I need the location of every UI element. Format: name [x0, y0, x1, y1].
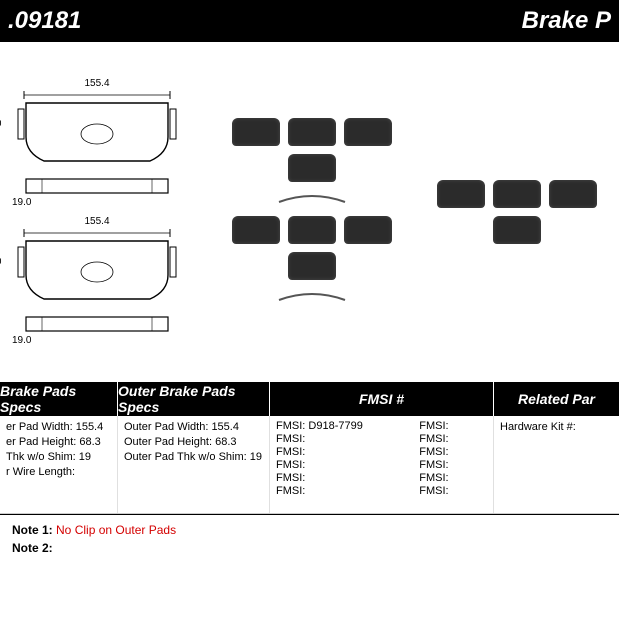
bottom-side-view-icon	[12, 311, 182, 341]
fmsi-label: FMSI:	[276, 485, 305, 497]
inner-thk-value: 19	[79, 451, 91, 463]
bot-width-dim: 155.4	[12, 216, 182, 227]
inner-specs-cell: er Pad Width: 155.4 er Pad Height: 68.3 …	[0, 416, 118, 513]
top-width-dim: 155.4	[12, 78, 182, 89]
outer-specs-cell: Outer Pad Width: 155.4 Outer Pad Height:…	[118, 416, 270, 513]
top-bar: .09181 Brake P	[0, 0, 619, 42]
fmsi-label: FMSI:	[419, 472, 448, 484]
pad-outline-top-icon	[12, 89, 182, 169]
top-thk-dim: 19.0	[12, 197, 31, 208]
fmsi-label: FMSI:	[276, 472, 305, 484]
inner-height-value: 68.3	[79, 436, 100, 448]
spec-data-row: er Pad Width: 155.4 er Pad Height: 68.3 …	[0, 416, 619, 514]
pad-photo-icon	[288, 118, 336, 146]
header-inner-specs: Brake Pads Specs	[0, 382, 118, 416]
pad-outline-bottom-icon	[12, 227, 182, 307]
bot-height-dim: 69.0	[0, 256, 1, 267]
pad-photo-icon	[288, 216, 336, 244]
fmsi-label: FMSI:	[419, 433, 448, 445]
top-pad-drawing: 155.4 69.0	[12, 78, 182, 169]
clip-icon	[277, 290, 347, 304]
photo-pad-set-top	[217, 114, 406, 186]
pad-photo-icon	[493, 216, 541, 244]
note-1-text: No Clip on Outer Pads	[56, 523, 176, 537]
note-1-row: Note 1: No Clip on Outer Pads	[12, 523, 607, 537]
inner-height-label: er Pad Height:	[6, 436, 76, 448]
pad-photo-icon	[493, 180, 541, 208]
clip-icon	[277, 192, 347, 206]
bot-thk-dim: 19.0	[12, 335, 31, 346]
inner-width-label: er Pad Width:	[6, 421, 73, 433]
note-2-label: Note 2:	[12, 541, 53, 555]
notes-section: Note 1: No Clip on Outer Pads Note 2:	[0, 514, 619, 559]
pad-photo-icon	[437, 180, 485, 208]
pad-photo-icon	[344, 118, 392, 146]
related-cell: Hardware Kit #:	[494, 416, 619, 513]
fmsi-label: FMSI:	[276, 433, 305, 445]
outer-height-value: 68.3	[215, 436, 236, 448]
fmsi-label: FMSI:	[419, 420, 448, 432]
note-1-label: Note 1:	[12, 523, 53, 537]
pad-photo-icon	[288, 252, 336, 280]
bottom-pad-drawing: 155.4 69.0	[12, 216, 182, 307]
fmsi-label: FMSI:	[276, 420, 305, 432]
note-2-row: Note 2:	[12, 541, 607, 555]
top-height-dim: 69.0	[0, 118, 1, 129]
fmsi-grid: FMSI: D918-7799 FMSI: FMSI: FMSI: FMSI: …	[276, 420, 487, 497]
pad-photo-icon	[232, 118, 280, 146]
pad-photo-icon	[232, 216, 280, 244]
photo-pad-set	[422, 176, 611, 248]
fmsi-cell: FMSI: D918-7799 FMSI: FMSI: FMSI: FMSI: …	[270, 416, 494, 513]
header-fmsi: FMSI #	[270, 382, 494, 416]
product-photo-center	[209, 42, 414, 382]
header-related: Related Par	[494, 382, 619, 416]
outer-width-value: 155.4	[211, 421, 239, 433]
outer-width-label: Outer Pad Width:	[124, 421, 208, 433]
fmsi-label: FMSI:	[419, 446, 448, 458]
fmsi-label: FMSI:	[419, 459, 448, 471]
spec-header-row: Brake Pads Specs Outer Brake Pads Specs …	[0, 382, 619, 416]
fmsi-label: FMSI:	[276, 459, 305, 471]
fmsi-value-1: D918-7799	[308, 420, 362, 432]
pad-photo-icon	[344, 216, 392, 244]
fmsi-label: FMSI:	[276, 446, 305, 458]
inner-thk-label: Thk w/o Shim:	[6, 451, 76, 463]
header-outer-specs: Outer Brake Pads Specs	[118, 382, 270, 416]
part-number-partial: .09181	[8, 7, 81, 35]
fmsi-label: FMSI:	[419, 485, 448, 497]
photo-pad-set-bottom	[217, 212, 406, 284]
page-title-partial: Brake P	[522, 7, 611, 35]
outer-height-label: Outer Pad Height:	[124, 436, 212, 448]
outer-thk-label: Outer Pad Thk w/o Shim:	[124, 451, 247, 463]
pad-photo-icon	[288, 154, 336, 182]
outer-thk-value: 19	[250, 451, 262, 463]
technical-drawings: 155.4 69.0 19.0 155.4	[0, 42, 209, 382]
top-side-view-icon	[12, 173, 182, 203]
inner-wire-label: r Wire Length:	[6, 466, 75, 478]
inner-width-value: 155.4	[76, 421, 104, 433]
diagram-area: 155.4 69.0 19.0 155.4	[0, 42, 619, 382]
pad-photo-icon	[549, 180, 597, 208]
product-photo-right	[414, 42, 619, 382]
hardware-kit-label: Hardware Kit #:	[500, 421, 576, 433]
